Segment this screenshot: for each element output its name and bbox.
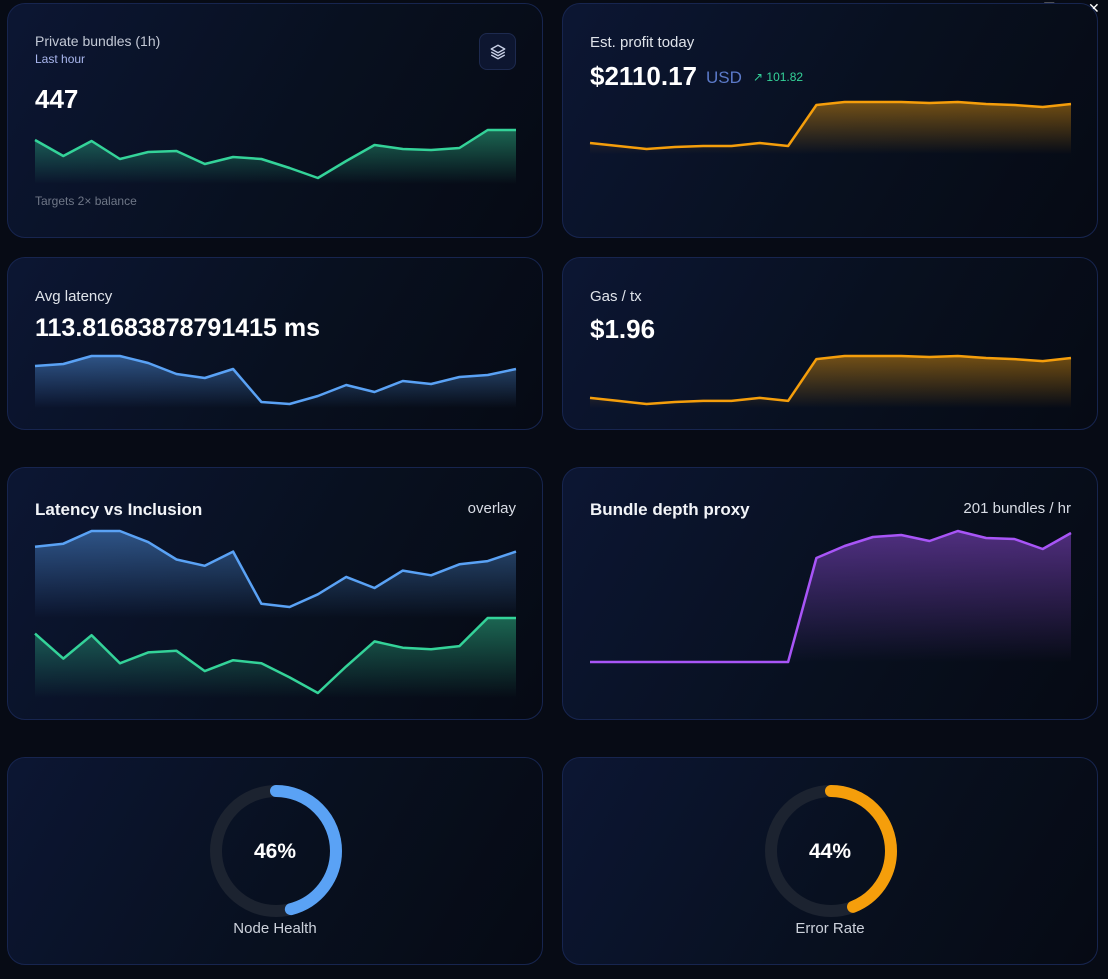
errors-label: Error Rate [795, 920, 865, 937]
node-health-gauge [210, 785, 342, 917]
latency-value: 113.81683878791415 ms [35, 314, 321, 342]
profit-delta: ↗ 101.82 [753, 70, 803, 84]
depth-line [590, 529, 1072, 664]
depth-chart [590, 529, 1072, 664]
overlay-latency-area [35, 531, 516, 618]
card-gas-per-tx: Gas / tx $1.96 [562, 257, 1098, 430]
errors-arc [765, 785, 897, 917]
overlay-badge: overlay [467, 500, 516, 517]
profit-sparkline [589, 100, 1072, 154]
profit-line [589, 100, 1072, 151]
bundles-sparkline [34, 128, 516, 184]
health-arc [210, 785, 342, 917]
card-subtitle: Last hour [35, 52, 86, 66]
bundles-area [35, 130, 516, 184]
overlay-inclusion-line [34, 616, 516, 695]
card-avg-latency: Avg latency 113.81683878791415 ms [7, 257, 543, 430]
card-latency-vs-inclusion: Latency vs Inclusion overlay [7, 467, 543, 720]
latency-sparkline [34, 354, 517, 408]
gas-sparkline [589, 354, 1072, 408]
latency-line [34, 354, 517, 406]
card-title: Latency vs Inclusion [35, 500, 203, 519]
depth-area [590, 531, 1071, 662]
currency-unit: USD [706, 68, 742, 87]
card-footer: Targets 2× balance [35, 194, 137, 208]
profit-area [590, 102, 1071, 154]
delta-value: 101.82 [766, 70, 804, 84]
health-label: Node Health [233, 920, 317, 937]
bundles-line [34, 128, 516, 180]
overlay-latency-line [34, 529, 517, 609]
card-title: Gas / tx [590, 288, 642, 305]
gas-value: $1.96 [590, 314, 656, 344]
errors-value: 44% [808, 840, 852, 863]
card-private-bundles: Private bundles (1h) Last hour 447 Targe… [7, 3, 543, 238]
card-bundle-depth: Bundle depth proxy 201 bundles / hr [562, 467, 1098, 720]
card-title: Avg latency [35, 288, 113, 305]
card-node-health: 46% Node Health [7, 757, 543, 965]
layers-button[interactable] [479, 33, 516, 70]
gas-line [589, 354, 1072, 406]
card-est-profit: Est. profit today $2110.17 USD ↗ 101.82 [562, 3, 1098, 238]
gas-area [590, 356, 1071, 408]
card-title: Private bundles (1h) [35, 33, 161, 49]
overlay-inclusion-area [35, 618, 516, 698]
latency-area [35, 356, 516, 408]
card-title: Bundle depth proxy [590, 500, 750, 519]
health-value: 46% [253, 840, 297, 863]
layers-icon [490, 44, 505, 59]
overlay-chart [34, 529, 517, 698]
profit-value: $2110.17 [590, 61, 698, 91]
card-error-rate: 44% Error Rate [562, 757, 1098, 965]
card-title: Est. profit today [590, 34, 695, 51]
error-rate-gauge [765, 785, 897, 917]
bundles-rate: 201 bundles / hr [963, 500, 1071, 517]
bundles-value: 447 [35, 84, 79, 114]
trending-up-icon: ↗ [753, 70, 764, 84]
close-button[interactable]: ✕ [1088, 0, 1100, 16]
